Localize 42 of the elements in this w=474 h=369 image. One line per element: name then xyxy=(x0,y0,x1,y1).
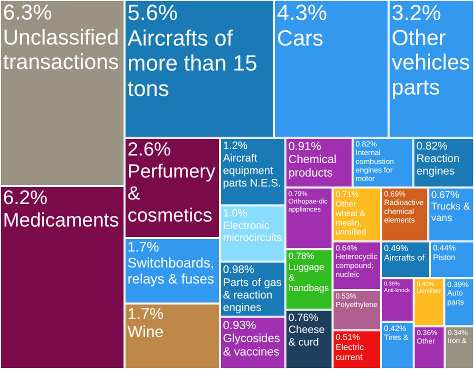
category-label: Parts of gas & reaction engines xyxy=(222,276,282,314)
data-label: 0.98% xyxy=(222,264,254,276)
data-label: 0.49% xyxy=(384,242,408,253)
category-label: Perfumery & cosmetics xyxy=(128,162,216,226)
data-label: 0.82% xyxy=(416,140,448,152)
data-label: 3.2% xyxy=(392,0,442,25)
data-label: 1.2% xyxy=(222,140,248,152)
category-label: Electronic microcircuits xyxy=(222,220,282,244)
category-label: Medicaments xyxy=(3,210,120,232)
data-label: 0.71% xyxy=(336,190,359,199)
data-label: 6.3% xyxy=(3,0,52,25)
data-label: 0.78% xyxy=(288,251,314,262)
category-label: Electric current xyxy=(336,342,365,362)
data-label: 2.6% xyxy=(128,140,172,161)
data-label: 1.7% xyxy=(128,306,164,323)
category-label: Aircraft equipment parts N.E.S. xyxy=(222,152,282,190)
category-label: Trucks & vans xyxy=(431,202,470,224)
category-label: Chemical products xyxy=(288,154,336,180)
data-label: 1.0% xyxy=(222,208,248,220)
category-label: Other vehicles parts xyxy=(392,24,470,100)
category-label: Other wheat & meslin, unmilled xyxy=(334,199,367,237)
data-label: 0.91% xyxy=(288,140,322,153)
data-label: 0.93% xyxy=(222,318,256,332)
data-label: 1.7% xyxy=(128,238,160,255)
category-label: Aircrafts of more than 15 tons xyxy=(128,25,258,101)
category-label: Reaction engines xyxy=(416,152,460,178)
category-label: Unclassified transactions xyxy=(3,25,119,74)
category-label: Wine xyxy=(128,324,164,341)
data-label: 0.76% xyxy=(288,312,319,324)
category-label: Luggage & handbags xyxy=(288,262,330,293)
data-label: 6.2% xyxy=(3,187,48,210)
category-label: Switchboards, relays & fuses xyxy=(128,254,214,286)
category-label: Cheese & curd xyxy=(288,324,325,348)
data-label: 4.3% xyxy=(276,0,328,26)
data-label: 0.51% xyxy=(336,332,360,342)
category-label: Aircrafts of xyxy=(384,252,426,263)
category-label: Glycosides & vaccines xyxy=(222,332,280,359)
category-label: Cars xyxy=(276,25,324,50)
data-label: 0.67% xyxy=(431,190,460,202)
data-label: 5.6% xyxy=(128,0,178,26)
category-label: Piston xyxy=(432,252,456,262)
data-label: 0.44% xyxy=(432,244,456,253)
